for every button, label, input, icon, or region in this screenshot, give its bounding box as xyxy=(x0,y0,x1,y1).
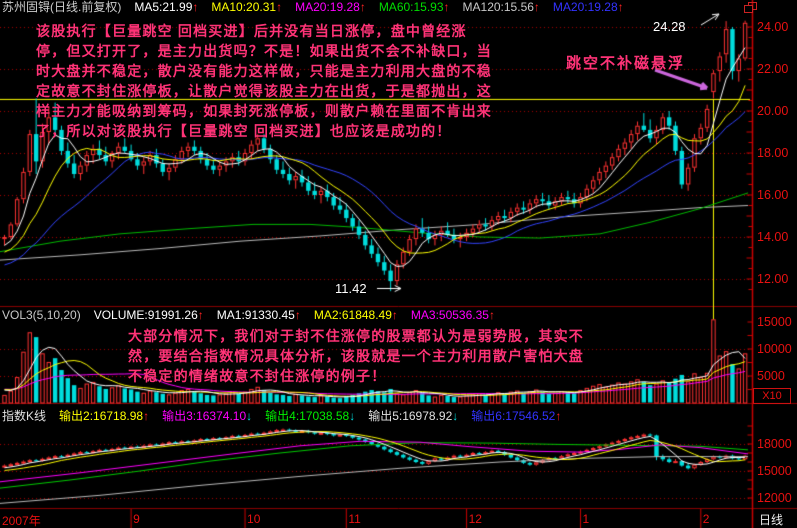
annotation-line: 该股执行【巨量跳空 回档买进】后并没有当日涨停，盘中曾经涨 xyxy=(36,23,467,39)
y-axis-tick-label: 18000 xyxy=(757,437,792,451)
period-label: 日线 xyxy=(759,513,784,527)
indicator-value-label: MA10:20.31↑ xyxy=(211,0,283,14)
indicator-value-label: 指数K线 xyxy=(2,409,47,423)
indicator-value-label: 苏州固锝(日线.前复权) xyxy=(2,0,122,14)
y-axis-tick-label: 10000 xyxy=(757,342,792,356)
x-axis-date-label: 2 xyxy=(702,512,710,526)
up-arrow-icon: ↑ xyxy=(276,0,283,14)
up-arrow-icon: ↑ xyxy=(488,308,495,322)
x-axis-date-label: 12 xyxy=(468,512,482,526)
up-arrow-icon: ↑ xyxy=(197,308,204,322)
y-axis-tick-label: 5000 xyxy=(757,369,785,383)
up-arrow-icon: ↑ xyxy=(143,409,150,423)
y-axis-tick-label: 16.00 xyxy=(757,188,789,202)
indicator-value-label: MA3:50536.35↑ xyxy=(410,308,495,322)
window-square-icon xyxy=(744,5,753,13)
annotation-line: 不稳定的情绪故意不封住涨停的例子！ xyxy=(128,368,387,384)
volume-unit-badge: X10 xyxy=(753,388,791,404)
indicator-value-label: 输出3:16374.10↓ xyxy=(162,409,253,423)
indicator-value-label: MA1:91330.45↑ xyxy=(216,308,301,322)
annotation-line: 样主力才能吸纳到筹码，如果封死涨停板，则散户赖在里面不肯出来 xyxy=(36,103,492,119)
indicator-value-label: MA2:61848.49↑ xyxy=(313,308,398,322)
up-arrow-icon: ↑ xyxy=(533,0,540,14)
indicator-value-label: 输出5:16978.92↓ xyxy=(368,409,459,423)
y-axis-tick-label: 12000 xyxy=(757,491,792,505)
high-price-label: 24.28 xyxy=(653,19,686,34)
indicator-value-label: VOL3(5,10,20) xyxy=(2,308,81,322)
gap-note-annotation: 跳空不补磁悬浮 xyxy=(566,55,686,72)
x-axis-date-label: 10 xyxy=(247,512,261,526)
y-axis-tick-label: 15000 xyxy=(757,315,792,329)
index-pane-header: 指数K线 输出2:16718.98↑ 输出3:16374.10↓ 输出4:17038.… xyxy=(2,410,561,423)
y-axis-tick-label: 14.00 xyxy=(757,230,789,244)
low-price-label: 11.42 xyxy=(335,281,367,296)
down-arrow-icon: ↓ xyxy=(246,409,253,423)
y-axis-tick-label: 12.00 xyxy=(757,272,789,286)
x-axis-date-label: 11 xyxy=(348,512,361,526)
up-arrow-icon: ↑ xyxy=(359,0,366,14)
annotation-mid-paragraph: 大部分情况下，我们对于封不住涨停的股票都认为是弱势股，其实不 然，要结合指数情况… xyxy=(128,326,584,386)
y-axis-tick-label: 22.00 xyxy=(757,62,789,76)
y-axis-tick-label: 15000 xyxy=(757,464,792,478)
indicator-value-label: 输出2:16718.98↑ xyxy=(59,409,150,423)
annotation-line: 然，要结合指数情况具体分析，该股就是一个主力利用散户害怕大盘 xyxy=(128,348,584,364)
annotation-line: 定故意不封住涨停板，让散户觉得该股主力在出货，于是都抛出，这 xyxy=(36,83,492,99)
x-axis-date-label: 1 xyxy=(582,512,590,526)
x-axis-date-label: 9 xyxy=(133,512,140,526)
down-arrow-icon: ↓ xyxy=(349,409,356,423)
annotation-line: 停，但又打开了，是主力出货吗？不是！如果出货不会不补缺口，当 xyxy=(36,43,492,59)
down-arrow-icon: ↓ xyxy=(452,409,459,423)
up-arrow-icon: ↑ xyxy=(391,308,398,322)
y-axis-tick-label: 20.00 xyxy=(757,104,789,118)
up-arrow-icon: ↑ xyxy=(443,0,450,14)
indicator-value-label: MA20:19.28↑ xyxy=(552,0,624,14)
annotation-line: 大部分情况下，我们对于封不住涨停的股票都认为是弱势股，其实不 xyxy=(128,328,584,344)
indicator-value-label: MA5:21.99↑ xyxy=(134,0,199,14)
indicator-value-label: 输出6:17546.52↑ xyxy=(471,409,562,423)
annotation-line: 时大盘并不稳定，散户没有能力这样做，只能是主力利用大盘的不稳 xyxy=(36,63,492,79)
indicator-value-label: 输出4:17038.58↓ xyxy=(265,409,356,423)
up-arrow-icon: ↑ xyxy=(617,0,624,14)
up-arrow-icon: ↑ xyxy=(294,308,301,322)
indicator-value-label: MA120:15.56↑ xyxy=(462,0,540,14)
restore-window-icon[interactable] xyxy=(744,2,758,13)
volume-header: VOL3(5,10,20) VOLUME:91991.26↑ MA1:91330.4… xyxy=(2,309,495,322)
annotation-top-paragraph: 该股执行【巨量跳空 回档买进】后并没有当日涨停，盘中曾经涨 停，但又打开了，是主… xyxy=(36,21,492,141)
y-axis-tick-label: 18.00 xyxy=(757,146,789,160)
indicator-value-label: MA20:19.28↑ xyxy=(295,0,366,14)
y-axis-tick-label: 24.00 xyxy=(757,20,789,34)
up-arrow-icon: ↑ xyxy=(555,409,562,423)
main-chart-header: 苏州固锝(日线.前复权) MA5:21.99↑ MA10:20.31↑ MA20:19… xyxy=(2,1,624,14)
indicator-value-label: MA60:15.93↑ xyxy=(378,0,450,14)
up-arrow-icon: ↑ xyxy=(192,0,199,14)
annotation-line: 了，所以对该股执行【巨量跳空 回档买进】也应该是成功的！ xyxy=(36,123,452,139)
x-axis-date-label: 2007年 xyxy=(2,514,41,528)
indicator-value-label: VOLUME:91991.26↑ xyxy=(93,308,204,322)
